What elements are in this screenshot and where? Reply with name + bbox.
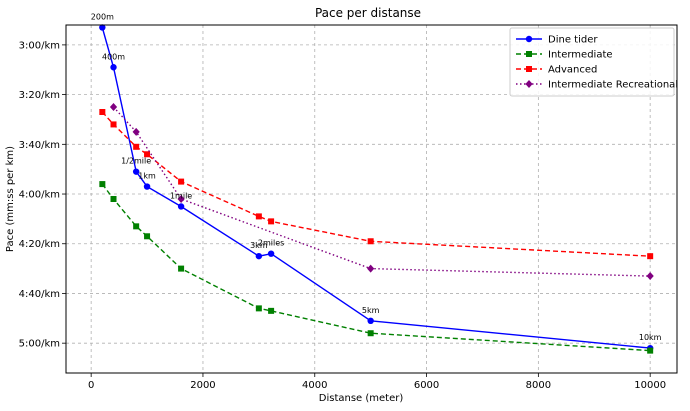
y-tick-label: 4:40/km	[19, 289, 60, 300]
point-label: 400m	[102, 52, 125, 61]
data-point	[110, 196, 117, 202]
x-tick-label: 8000	[526, 380, 551, 391]
data-point	[268, 218, 275, 225]
data-point	[99, 181, 106, 188]
y-tick-label: 4:00/km	[19, 190, 60, 201]
point-label: 10km	[639, 333, 662, 342]
data-point	[255, 213, 262, 220]
chart-title: Pace per distanse	[315, 6, 421, 20]
plot-area-frame	[65, 24, 678, 374]
point-label: 200m	[91, 12, 114, 21]
data-point	[178, 265, 185, 272]
data-point	[178, 178, 185, 185]
point-label: 2miles	[258, 239, 284, 248]
y-axis: 3:00/km 3:20/km 3:40/km 4:00/km 4:20/km 4:40/…	[19, 40, 66, 350]
data-point	[367, 238, 374, 245]
x-axis: 0 2000 4000 6000 8000 10000	[88, 373, 666, 391]
y-axis-label: Pace (mm:ss per km)	[5, 146, 16, 252]
x-tick-label: 2000	[190, 380, 215, 391]
x-tick-label: 0	[88, 380, 94, 391]
legend: Dine tider Intermediate Advanced Intermedia…	[509, 27, 678, 97]
data-point	[255, 305, 262, 312]
data-point	[132, 127, 140, 136]
x-axis-label: Distanse (meter)	[319, 393, 404, 404]
legend-item: Advanced	[516, 65, 597, 76]
series-intermediate	[99, 181, 654, 354]
legend-item: Intermediate	[516, 50, 613, 61]
legend-item: Intermediate Recreational	[516, 80, 678, 91]
legend-marker	[525, 80, 533, 88]
data-point	[110, 64, 117, 71]
legend-label: Advanced	[548, 65, 597, 76]
x-tick-label: 4000	[302, 380, 327, 391]
point-label: 1mile	[170, 191, 192, 200]
data-point	[646, 272, 654, 281]
y-tick-label: 4:20/km	[19, 239, 60, 250]
point-label: 1km	[138, 172, 156, 181]
x-tick-label: 10000	[634, 380, 666, 391]
series-advanced	[99, 109, 654, 260]
data-point	[177, 195, 185, 203]
data-point	[255, 252, 263, 260]
legend-marker	[526, 66, 532, 72]
legend-item: Dine tider	[516, 35, 598, 46]
data-point	[99, 109, 106, 115]
point-label: 1/2mile	[121, 157, 151, 166]
legend-label: Dine tider	[548, 35, 598, 46]
data-point	[268, 307, 275, 314]
data-point	[144, 151, 151, 158]
y-tick-label: 5:00/km	[19, 339, 60, 350]
data-point	[367, 330, 374, 337]
point-label: 3km	[250, 241, 268, 250]
y-tick-label: 3:00/km	[19, 40, 60, 51]
data-point	[144, 233, 151, 240]
data-point	[110, 121, 117, 128]
data-point	[367, 264, 375, 273]
legend-box	[509, 27, 675, 97]
data-point	[133, 143, 140, 150]
data-point	[267, 250, 275, 257]
series-line	[112, 106, 651, 277]
x-tick-label: 6000	[414, 380, 439, 391]
legend-marker	[525, 35, 533, 43]
data-point	[647, 253, 654, 260]
series-layer	[99, 24, 654, 354]
legend-label: Intermediate Recreational	[548, 80, 678, 91]
data-point	[367, 317, 374, 324]
series-line	[101, 111, 651, 257]
data-point	[143, 183, 151, 190]
data-point	[132, 168, 140, 175]
series-intermediate-recreational	[109, 103, 654, 281]
data-point	[99, 24, 106, 31]
data-point	[133, 223, 140, 230]
y-tick-label: 3:20/km	[19, 90, 60, 101]
y-tick-label: 3:40/km	[19, 140, 60, 151]
point-label: 5km	[362, 306, 380, 315]
grid	[66, 25, 677, 373]
legend-marker	[526, 51, 532, 57]
data-point	[109, 103, 118, 112]
data-point	[647, 347, 654, 354]
legend-label: Intermediate	[548, 50, 613, 61]
series-dine-tider	[99, 24, 654, 352]
data-point	[177, 203, 185, 210]
